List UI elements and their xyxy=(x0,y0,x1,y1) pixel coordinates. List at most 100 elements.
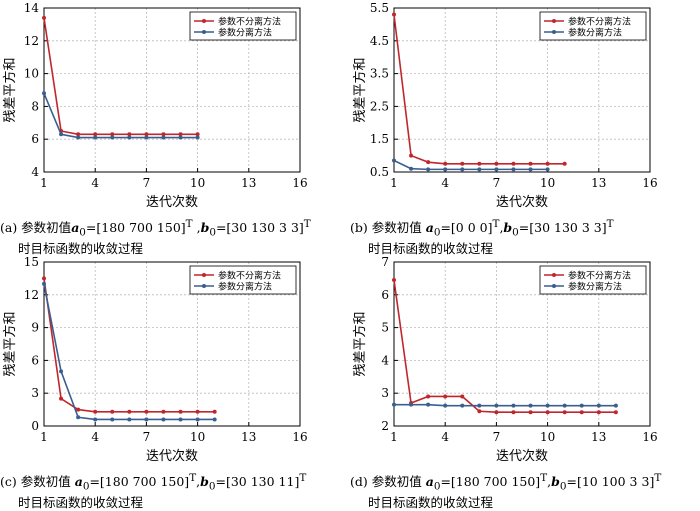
chart-c-series-1-point xyxy=(178,409,183,414)
chart-c-xtick-label: 10 xyxy=(190,430,205,444)
chart-d-series-1-point xyxy=(460,394,465,399)
chart-a-series-1-point xyxy=(144,132,149,137)
chart-d-series-1-point xyxy=(579,410,584,415)
chart-c-series-1-point xyxy=(161,409,166,414)
chart-a-series-2-point xyxy=(93,135,98,140)
chart-d-caption: (d) 参数初值 a0=[180 700 150]T,b0=[10 100 3 … xyxy=(350,472,662,510)
chart-c-series-2-point xyxy=(42,281,46,286)
chart-a-series-2-point xyxy=(127,135,132,140)
chart-panel-b: 1 4 7 10 13 16 0.5 1.5 2.5 3.5 4.5 5.5 迭代次数 残差平方和 参数不分… xyxy=(350,0,700,256)
chart-c-frame xyxy=(43,261,301,427)
chart-d-series-2-point xyxy=(596,403,601,408)
chart-c-series-1-point xyxy=(212,409,217,414)
chart-a-xtick-label: 10 xyxy=(190,176,205,190)
chart-b-ytick-label: 0.5 xyxy=(370,165,389,179)
chart-d-series-2-point xyxy=(545,403,550,408)
chart-d-series-2-point xyxy=(511,403,516,408)
chart-d-series-1 xyxy=(392,278,618,415)
chart-a-ylabel: 残差平方和 xyxy=(2,57,18,122)
chart-a-series-1-line xyxy=(43,17,198,136)
chart-a-series-1-point xyxy=(76,132,81,137)
chart-a-caption: (a) 参数初值a0=[180 700 150]T ,b0=[30 130 3 … xyxy=(0,218,311,256)
chart-b-series-2-point xyxy=(392,158,396,163)
chart-d-series-2 xyxy=(392,402,618,408)
chart-a-series-2-point xyxy=(76,135,81,140)
chart-c-series-1-point xyxy=(195,409,200,414)
chart-c-series-2-point xyxy=(110,417,115,422)
chart-a-ytick-label: 6 xyxy=(31,132,39,146)
chart-d-ytick-label: 5 xyxy=(381,321,389,335)
chart-d-series-1-point xyxy=(477,409,482,414)
chart-b-series-1-point xyxy=(409,153,414,158)
chart-d-ytick-label: 3 xyxy=(381,386,389,400)
chart-d-xtick-label: 16 xyxy=(642,430,657,444)
chart-d-ytick-label: 2 xyxy=(381,419,389,433)
chart-c-series-1 xyxy=(42,276,217,414)
chart-d-ylabel: 残差平方和 xyxy=(352,311,368,376)
chart-b-series-1-point xyxy=(545,161,550,166)
chart-a-series-1-point xyxy=(127,132,132,137)
chart-b-ytick-label: 2.5 xyxy=(370,99,389,113)
chart-b-series-1-point xyxy=(511,161,516,166)
chart-c-series-2-point xyxy=(212,417,217,422)
chart-c-series-2-point xyxy=(127,417,132,422)
chart-c-ytick-label: 0 xyxy=(31,419,39,433)
chart-d-series-1-point xyxy=(511,410,516,415)
chart-a-series-2-point xyxy=(144,135,149,140)
chart-b-series-2-point xyxy=(426,167,431,172)
chart-b-xtick-label: 4 xyxy=(441,176,449,190)
chart-b-frame xyxy=(393,7,651,173)
chart-c-legend-box xyxy=(189,265,297,295)
chart-panel-c: 1 4 7 10 13 16 0 3 6 9 12 15 迭代次数 残差平方和 参数不分离方法 参数分离方法 … xyxy=(0,254,350,510)
chart-b-caption: (b) 参数初值 a0=[0 0 0]T,b0=[30 130 3 3]T 时目… xyxy=(350,218,614,256)
chart-a-ytick-label: 12 xyxy=(24,34,39,48)
chart-b-legend-marker xyxy=(552,30,556,34)
chart-c-legend-marker xyxy=(202,284,206,288)
chart-d-series-1-point xyxy=(596,410,601,415)
chart-d-ytick-label: 4 xyxy=(381,353,389,367)
chart-a-series-1-point xyxy=(161,132,166,137)
chart-c-ytick-label: 9 xyxy=(31,321,39,335)
chart-d-series-1-point xyxy=(443,394,448,399)
chart-d-ytick-label: 6 xyxy=(381,288,389,302)
chart-c-ytick-label: 12 xyxy=(24,288,39,302)
chart-d-series-2-point xyxy=(579,403,584,408)
chart-a-series-2-point xyxy=(195,135,200,140)
chart-c-caption: (c) 参数初值 a0=[180 700 150]T,b0=[30 130 11… xyxy=(0,472,307,510)
chart-d-series-1-point xyxy=(545,410,550,415)
chart-c-series-2-point xyxy=(178,417,183,422)
chart-a-xtick-label: 16 xyxy=(292,176,307,190)
chart-c-series-2-point xyxy=(161,417,166,422)
chart-d-series-2-point xyxy=(409,402,414,407)
chart-d-series-1-point xyxy=(426,394,431,399)
chart-a-series-1-point xyxy=(110,132,115,137)
chart-c-ylabel: 残差平方和 xyxy=(2,311,18,376)
chart-c-legend-label: 参数不分离方法 xyxy=(218,270,281,282)
chart-c-series-2-point xyxy=(93,417,98,422)
chart-a-series-1-point xyxy=(42,15,46,20)
chart-b-series-2-point xyxy=(477,167,482,172)
chart-c-xtick-label: 13 xyxy=(241,430,256,444)
chart-c-legend-marker xyxy=(202,273,206,277)
chart-d-series-2-point xyxy=(426,402,431,407)
chart-d-xtick-label: 4 xyxy=(441,430,449,444)
chart-c-xtick-label: 1 xyxy=(40,430,48,444)
chart-b-xtick-label: 16 xyxy=(642,176,657,190)
chart-b-series-2-point xyxy=(511,167,516,172)
chart-a-legend-label: 参数分离方法 xyxy=(218,27,272,39)
chart-b-series-2-point xyxy=(460,167,465,172)
chart-b-ytick-label: 3.5 xyxy=(370,67,389,81)
chart-b-series-2-point xyxy=(528,167,533,172)
chart-b-legend-label: 参数分离方法 xyxy=(568,27,622,39)
chart-c-xtick-label: 16 xyxy=(292,430,307,444)
chart-b-legend-box xyxy=(539,11,647,41)
chart-a-ytick-label: 8 xyxy=(31,99,39,113)
chart-a-series-1-point xyxy=(178,132,183,137)
chart-a-xtick-label: 13 xyxy=(241,176,256,190)
chart-c-series-2-point xyxy=(59,369,64,374)
chart-a-series-2-point xyxy=(59,132,64,137)
chart-b-plot: 1 4 7 10 13 16 0.5 1.5 2.5 3.5 4.5 5.5 迭代次数 残差平方和 参数不分… xyxy=(352,1,658,210)
chart-b-series-2-point xyxy=(494,167,499,172)
